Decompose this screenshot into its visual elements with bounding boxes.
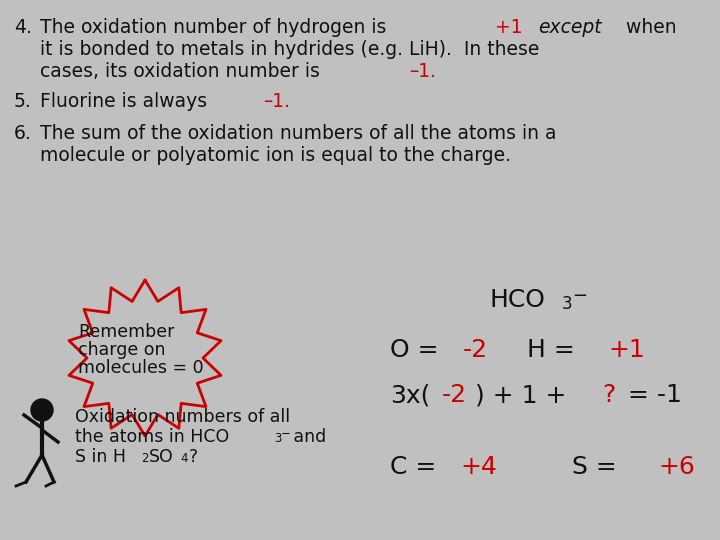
Text: -2: -2 <box>463 338 488 362</box>
Text: −: − <box>281 427 291 440</box>
Text: H =: H = <box>495 338 583 362</box>
Text: 3: 3 <box>562 295 572 313</box>
Text: S in H: S in H <box>75 448 126 466</box>
Text: cases, its oxidation number is: cases, its oxidation number is <box>40 62 326 81</box>
Text: 2: 2 <box>141 452 148 465</box>
Text: 3x(: 3x( <box>390 383 431 407</box>
Text: Oxidation numbers of all: Oxidation numbers of all <box>75 408 290 426</box>
Text: when: when <box>620 18 677 37</box>
Text: 6.: 6. <box>14 124 32 143</box>
Text: and: and <box>288 428 326 446</box>
Text: 4: 4 <box>181 452 188 465</box>
Text: The oxidation number of hydrogen is: The oxidation number of hydrogen is <box>40 18 392 37</box>
Text: charge on: charge on <box>78 341 166 359</box>
Text: = -1: = -1 <box>620 383 682 407</box>
Text: S =: S = <box>508 455 624 479</box>
Text: ?: ? <box>603 383 616 407</box>
Text: Fluorine is always: Fluorine is always <box>40 92 213 111</box>
Text: molecules = 0: molecules = 0 <box>78 359 204 377</box>
Text: +1: +1 <box>495 18 522 37</box>
Text: +4: +4 <box>460 455 497 479</box>
Text: the atoms in HCO: the atoms in HCO <box>75 428 229 446</box>
Text: SO: SO <box>149 448 174 466</box>
Text: 3: 3 <box>274 432 282 445</box>
Text: it is bonded to metals in hydrides (e.g. LiH).  In these: it is bonded to metals in hydrides (e.g.… <box>40 40 539 59</box>
Text: molecule or polyatomic ion is equal to the charge.: molecule or polyatomic ion is equal to t… <box>40 146 511 165</box>
Text: –1.: –1. <box>409 62 436 81</box>
Text: +6: +6 <box>658 455 695 479</box>
Text: The sum of the oxidation numbers of all the atoms in a: The sum of the oxidation numbers of all … <box>40 124 557 143</box>
Text: -2: -2 <box>442 383 467 407</box>
Text: except: except <box>538 18 602 37</box>
Text: ) + 1 +: ) + 1 + <box>474 383 574 407</box>
Text: Remember: Remember <box>78 323 174 341</box>
Text: ?: ? <box>189 448 198 466</box>
Text: HCO: HCO <box>490 288 546 312</box>
Text: C =: C = <box>390 455 444 479</box>
Text: 5.: 5. <box>14 92 32 111</box>
Text: −: − <box>572 287 588 305</box>
Circle shape <box>31 399 53 421</box>
Text: –1.: –1. <box>264 92 290 111</box>
Text: O =: O = <box>390 338 446 362</box>
Text: 4.: 4. <box>14 18 32 37</box>
Text: +1: +1 <box>608 338 645 362</box>
